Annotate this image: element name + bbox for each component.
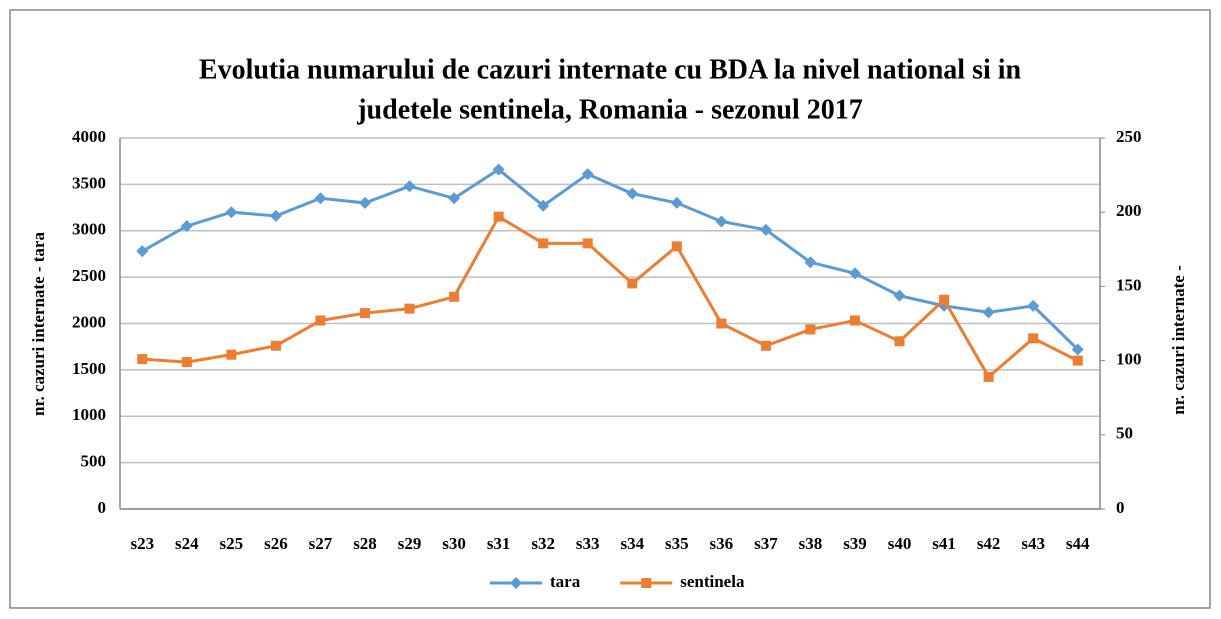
y-tick-label: 1500 [72,359,106,378]
data-point [893,289,906,302]
data-point [314,192,327,205]
data-point [315,315,326,326]
data-point [1028,333,1039,344]
data-point [849,267,861,280]
series-line [141,167,1079,351]
legend-label: sentinela [680,572,745,591]
data-point [671,241,682,252]
x-tick-label: s27 [309,534,333,553]
data-point [983,371,994,382]
x-tick-label: s23 [130,534,154,553]
x-tick-label: s25 [220,534,244,553]
x-tick-label: s44 [1066,534,1090,553]
x-tick-label: s34 [620,534,644,553]
data-point [226,349,237,360]
x-tick-label: s33 [576,534,600,553]
chart-title: judetele sentinela, Romania - sezonul 20… [356,94,863,125]
y-tick-label: 0 [98,498,107,517]
x-tick-label: s39 [843,534,867,553]
x-tick-label: s28 [353,534,377,553]
x-tick-label: s35 [665,534,689,553]
x-tick-label: s37 [754,534,778,553]
legend-marker [510,577,522,589]
y2-axis-label: nr. cazuri internate - [1169,265,1188,415]
data-point [537,199,550,212]
x-tick-label: s32 [531,534,555,553]
data-point [716,318,727,329]
data-point [448,192,461,205]
y-tick-label: 2000 [72,312,106,331]
y-axis-label: nr. cazuri internate - tara [29,232,48,416]
series-line [142,214,1079,380]
data-point [404,303,415,314]
data-point [626,187,639,200]
y2-tick-label: 0 [1116,498,1125,517]
y2-tick-label: 200 [1116,201,1142,220]
data-point [850,315,860,326]
data-point [804,256,817,269]
data-point [493,211,504,222]
legend-label: tara [550,572,581,591]
data-point [269,209,282,222]
data-point [582,238,593,249]
y-tick-label: 500 [81,452,107,471]
x-tick-label: s30 [442,534,466,553]
data-point [180,220,193,233]
y-tick-label: 3500 [72,173,106,192]
y-tick-label: 3000 [72,220,106,239]
y2-tick-label: 50 [1116,424,1133,443]
data-point [181,357,192,368]
data-point [492,163,505,176]
data-point [449,291,460,302]
legend-marker [641,578,652,588]
data-point [359,196,371,209]
y2-tick-label: 250 [1116,127,1142,146]
data-point [1071,343,1084,356]
data-point [1027,299,1040,312]
data-point [759,223,772,236]
data-point [760,340,771,351]
y2-tick-label: 150 [1116,275,1142,294]
data-point [627,278,638,289]
x-tick-label: s26 [264,534,288,553]
x-tick-label: s41 [932,534,956,553]
data-point [136,245,149,258]
x-tick-label: s24 [175,534,199,553]
data-point [538,238,549,249]
data-point [137,354,148,365]
x-tick-label: s40 [888,534,912,553]
x-tick-label: s42 [977,534,1001,553]
x-tick-label: s29 [398,534,422,553]
data-point [360,308,370,319]
y-tick-label: 2500 [72,266,106,285]
x-tick-label: s38 [799,534,823,553]
y2-tick-label: 100 [1116,350,1142,369]
data-point [581,168,594,181]
data-point [403,180,416,193]
data-point [982,306,995,319]
data-point [715,215,728,228]
data-point [894,336,905,347]
data-point [270,340,281,351]
x-tick-label: s36 [710,534,734,553]
data-point [805,324,816,335]
y-tick-label: 1000 [72,405,106,424]
data-point [1072,355,1083,366]
data-point [670,196,683,209]
x-tick-label: s31 [487,534,511,553]
y-tick-label: 4000 [72,127,106,146]
data-point [225,206,238,219]
data-point [939,294,950,305]
x-tick-label: s43 [1021,534,1045,553]
chart-title: Evolutia numarului de cazuri internate c… [199,54,1022,85]
